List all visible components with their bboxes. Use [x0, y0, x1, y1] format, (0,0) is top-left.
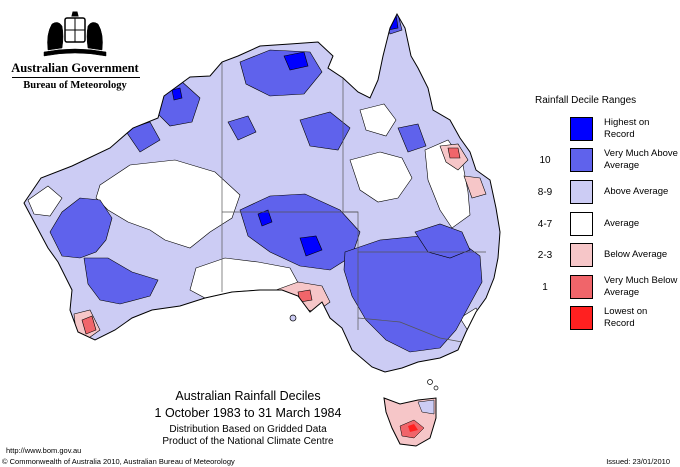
legend-swatch [570, 180, 593, 204]
region-very-much-above-average [83, 257, 159, 305]
region-very-much-below-average [297, 289, 313, 303]
region-average [359, 103, 397, 137]
legend-range: 2-3 [537, 250, 553, 261]
legend-swatch [570, 117, 593, 141]
tasmania-lowest [408, 424, 418, 432]
legend-entry-very-much-above: 10 Very Much Above Average [525, 148, 678, 174]
legend-label: Very Much Above Average [604, 148, 678, 171]
island [433, 385, 439, 391]
legend-label: Very Much Below Average [604, 275, 678, 298]
issued-date: Issued: 23/01/2010 [606, 457, 670, 466]
legend-swatch [570, 212, 593, 236]
sa-qld-border [343, 211, 486, 253]
legend-swatch [570, 306, 593, 330]
legend-entry-lowest: Lowest on Record [525, 306, 675, 332]
copyright-notice: © Commonwealth of Australia 2010, Austra… [2, 457, 235, 466]
region-highest-on-record [257, 209, 273, 227]
government-name: Australian Government [11, 61, 139, 75]
legend-range: 4-7 [537, 219, 553, 230]
map-title: Australian Rainfall Deciles [175, 389, 321, 403]
region-very-much-above-average [227, 115, 257, 141]
state-borders [221, 62, 486, 343]
island [289, 314, 297, 322]
legend-label: Average [604, 218, 640, 229]
region-very-much-below-average [447, 147, 461, 159]
region-highest-on-record [299, 235, 323, 257]
mainland-coastline [23, 12, 501, 373]
legend-entry-very-much-below: 1 Very Much Below Average [525, 275, 677, 301]
map-product-note: Product of the National Climate Centre [162, 436, 334, 447]
legend-title: Rainfall Decile Ranges [535, 95, 637, 106]
bureau-name: Bureau of Meteorology [23, 80, 127, 91]
nsw-vic-border [357, 317, 463, 343]
legend-range: 1 [542, 282, 548, 293]
region-highest-on-record [171, 87, 183, 101]
region-below-average [463, 175, 487, 199]
map-distribution-note: Distribution Based on Gridded Data [169, 424, 327, 435]
region-average [27, 185, 63, 217]
legend-label: Lowest on Record [604, 306, 648, 329]
header-divider [12, 77, 140, 78]
legend-entry-above: 8-9 Above Average [525, 180, 675, 206]
legend-entry-average: 4-7 Average [525, 212, 675, 238]
region-very-much-below-average [81, 315, 97, 335]
bom-url-link[interactable]: http://www.bom.gov.au [6, 446, 82, 455]
legend-label: Above Average [604, 186, 669, 197]
region-average [349, 151, 413, 203]
legend-label: Below Average [604, 249, 668, 260]
mainland [23, 12, 501, 373]
legend-swatch [570, 243, 593, 267]
region-very-much-above-average [49, 197, 113, 259]
region-highest-on-record [283, 51, 309, 71]
legend-entry-below: 2-3 Below Average [525, 243, 675, 269]
region-very-much-above-average [299, 111, 351, 151]
tasmania-above [417, 399, 435, 415]
legend-range: 10 [539, 155, 551, 166]
map-period: 1 October 1983 to 31 March 1984 [154, 406, 342, 420]
legend-entry-highest: Highest on Record [525, 117, 675, 143]
island [427, 379, 433, 385]
region-very-much-above-average [397, 123, 427, 153]
legend-label: Highest on Record [604, 117, 650, 140]
region-average [95, 159, 241, 249]
legend-swatch [570, 148, 593, 172]
legend-range: 8-9 [537, 187, 553, 198]
coat-of-arms-logo [43, 11, 107, 57]
tasmania [383, 397, 437, 447]
legend-swatch [570, 275, 593, 299]
